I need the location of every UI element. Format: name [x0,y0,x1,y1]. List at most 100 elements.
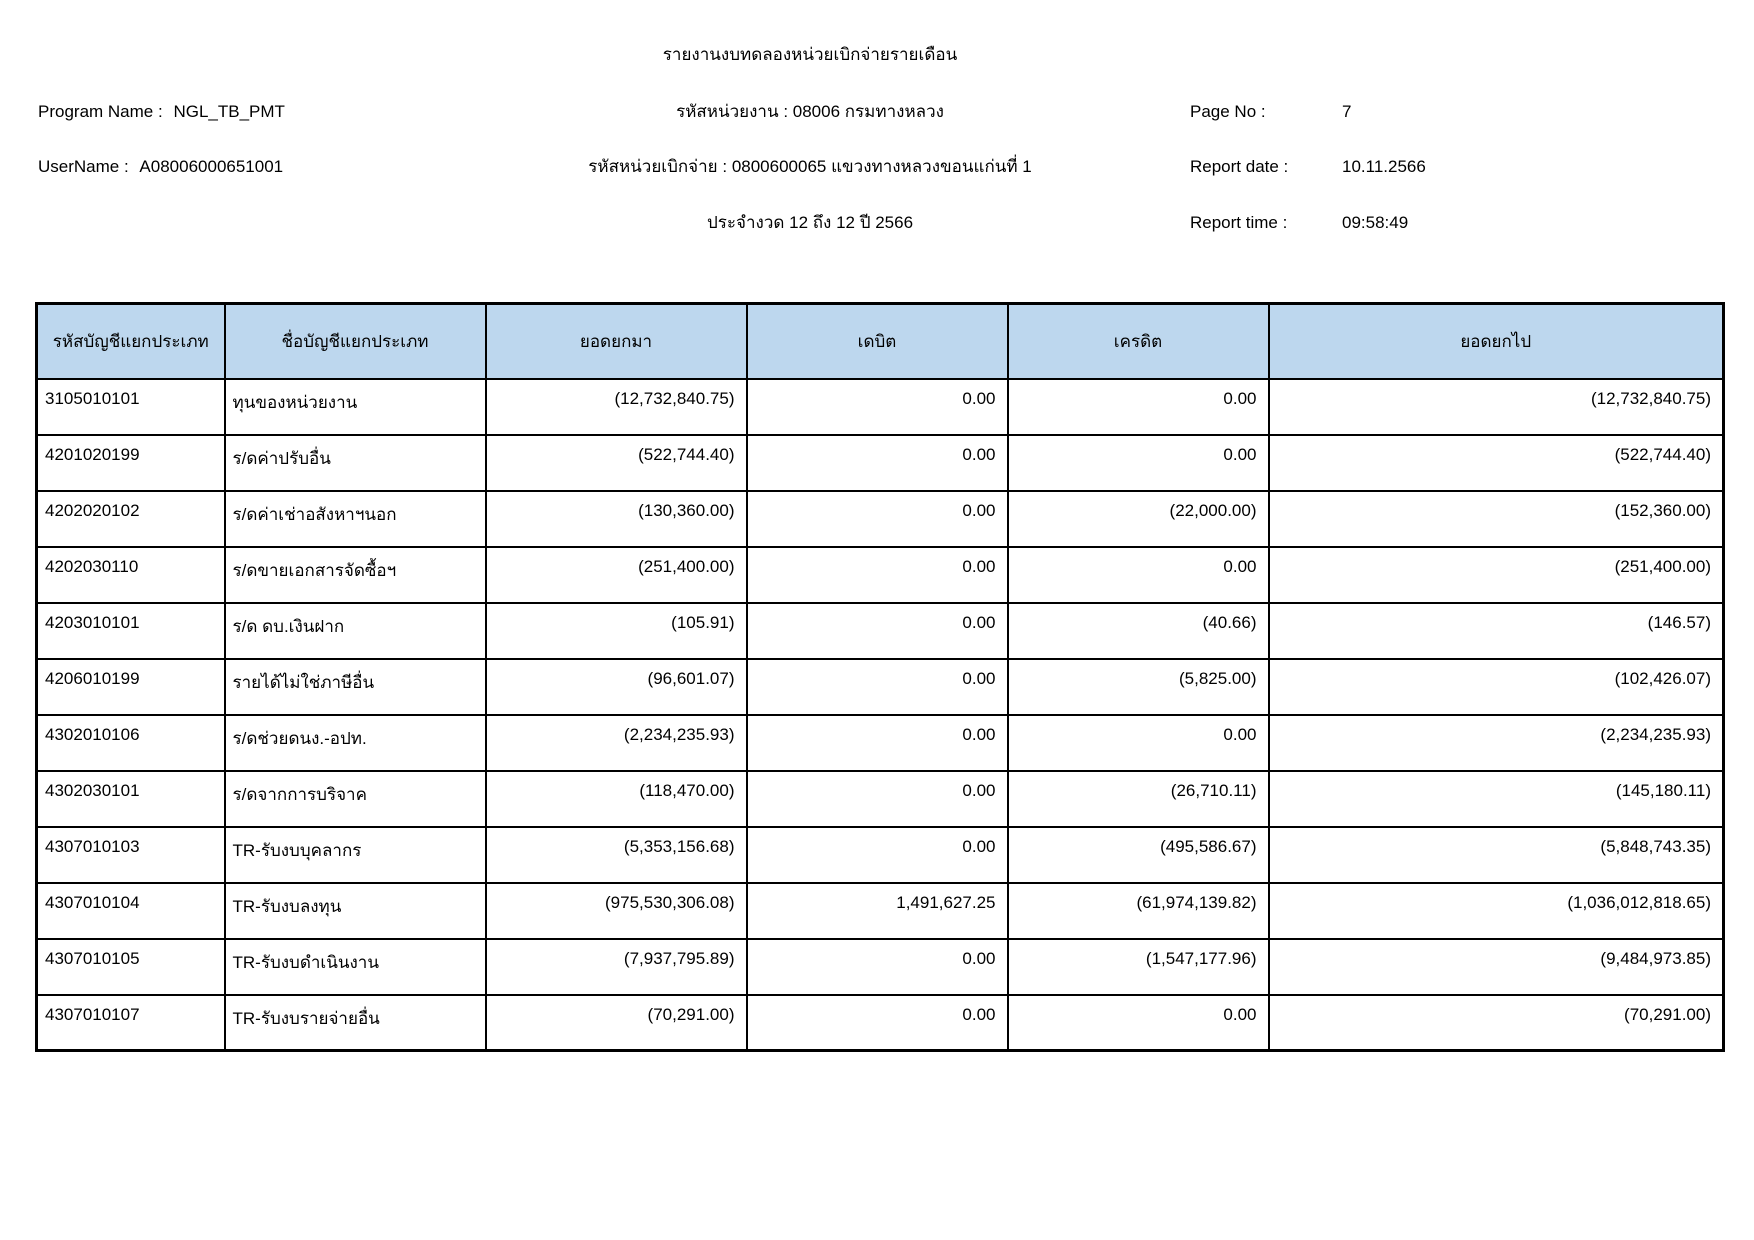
cell-account-name: รายได้ไม่ใช่ภาษีอื่น [223,657,487,716]
table-row: 3105010101 ทุนของหน่วยงาน (12,732,840.75) 0… [35,377,1725,436]
cell-account-name: ทุนของหน่วยงาน [223,377,487,436]
cell-debit: 0.00 [745,825,1009,884]
cell-account-name: TR-รับงบดำเนินงาน [223,937,487,996]
table-row: 4202030110 ร/ดขายเอกสารจัดซื้อฯ (251,400.0… [35,545,1725,604]
report-time-label: Report time : [1190,213,1288,232]
page-no-value: 7 [1342,102,1352,121]
cell-opening-balance: (7,937,795.89) [484,937,748,996]
period-line: ประจำงวด 12 ถึง 12 ปี 2566 [706,213,914,232]
cell-closing-balance: (5,848,743.35) [1267,825,1725,884]
cell-closing-balance: (12,732,840.75) [1267,377,1725,436]
cell-closing-balance: (102,426.07) [1267,657,1725,716]
cell-opening-balance: (70,291.00) [484,993,748,1052]
cell-account-code: 4307010107 [35,993,226,1052]
cell-credit: (22,000.00) [1006,489,1270,548]
table-row: 4203010101 ร/ด ดบ.เงินฝาก (105.91) 0.00 (40.… [35,601,1725,660]
cell-opening-balance: (251,400.00) [484,545,748,604]
cell-credit: (61,974,139.82) [1006,881,1270,940]
cell-opening-balance: (5,353,156.68) [484,825,748,884]
page-title: รายงานงบทดลองหน่วยเบิกจ่ายรายเดือน [662,45,958,64]
program-name-value: NGL_TB_PMT [173,102,285,121]
program-name-label: Program Name : [38,102,163,121]
agency-code-line: รหัสหน่วยงาน : 08006 กรมทางหลวง [676,102,944,121]
cell-account-code: 4202030110 [35,545,226,604]
cell-opening-balance: (12,732,840.75) [484,377,748,436]
cell-account-code: 4307010104 [35,881,226,940]
cell-account-code: 4307010105 [35,937,226,996]
cell-closing-balance: (146.57) [1267,601,1725,660]
cell-account-name: TR-รับงบบุคลากร [223,825,487,884]
cell-account-code: 4307010103 [35,825,226,884]
trial-balance-table: รหัสบัญชีแยกประเภท ชื่อบัญชีแยกประเภท ยอดย… [35,302,1725,1052]
cell-debit: 0.00 [745,937,1009,996]
cell-debit: 0.00 [745,489,1009,548]
table-row: 4302010106 ร/ดช่วยดนง.-อปท. (2,234,235.93)… [35,713,1725,772]
cell-debit: 1,491,627.25 [745,881,1009,940]
cell-account-code: 4302030101 [35,769,226,828]
cell-closing-balance: (145,180.11) [1267,769,1725,828]
cell-account-code: 4203010101 [35,601,226,660]
table-row: 4206010199 รายได้ไม่ใช่ภาษีอื่น (96,601.07… [35,657,1725,716]
report-date-label: Report date : [1190,157,1289,176]
column-header-cell-opening-balance: ยอดยกมา [484,302,748,380]
cell-opening-balance: (118,470.00) [484,769,748,828]
cell-opening-balance: (130,360.00) [484,489,748,548]
cell-credit: (40.66) [1006,601,1270,660]
cell-debit: 0.00 [745,713,1009,772]
table-row: 4307010105 TR-รับงบดำเนินงาน (7,937,795.89… [35,937,1725,996]
username-label: UserName : [38,157,129,176]
username-value: A08006000651001 [139,157,284,176]
cell-credit: 0.00 [1006,433,1270,492]
cell-debit: 0.00 [745,993,1009,1052]
cell-debit: 0.00 [745,769,1009,828]
column-header-cell-account-code: รหัสบัญชีแยกประเภท [35,302,226,380]
cell-debit: 0.00 [745,657,1009,716]
report-time-value: 09:58:49 [1342,213,1409,232]
cell-account-name: TR-รับงบรายจ่ายอื่น [223,993,487,1052]
cell-account-code: 4302010106 [35,713,226,772]
column-header-cell-account-name: ชื่อบัญชีแยกประเภท [223,302,487,380]
cell-credit: 0.00 [1006,377,1270,436]
cell-account-code: 4206010199 [35,657,226,716]
cell-account-name: ร/ด ดบ.เงินฝาก [223,601,487,660]
cell-account-code: 4201020199 [35,433,226,492]
table-row: 4307010104 TR-รับงบลงทุน (975,530,306.08) 1… [35,881,1725,940]
cell-closing-balance: (70,291.00) [1267,993,1725,1052]
disbursement-unit-line: รหัสหน่วยเบิกจ่าย : 0800600065 แขวงทางหล… [588,157,1032,176]
column-header-cell-closing-balance: ยอดยกไป [1267,302,1725,380]
cell-credit: (26,710.11) [1006,769,1270,828]
cell-debit: 0.00 [745,601,1009,660]
column-header-cell-debit: เดบิต [745,302,1009,380]
cell-credit: (1,547,177.96) [1006,937,1270,996]
username-line: UserName : A08006000651001 [38,156,283,177]
cell-account-code: 4202020102 [35,489,226,548]
cell-closing-balance: (152,360.00) [1267,489,1725,548]
column-header-cell-credit: เครดิต [1006,302,1270,380]
cell-credit: (5,825.00) [1006,657,1270,716]
cell-debit: 0.00 [745,545,1009,604]
cell-closing-balance: (1,036,012,818.65) [1267,881,1725,940]
cell-account-code: 3105010101 [35,377,226,436]
cell-account-name: ร/ดค่าเช่าอสังหาฯนอก [223,489,487,548]
table-row: 4307010103 TR-รับงบบุคลากร (5,353,156.68) 0… [35,825,1725,884]
cell-opening-balance: (522,744.40) [484,433,748,492]
cell-account-name: ร/ดจากการบริจาค [223,769,487,828]
table-row: 4307010107 TR-รับงบรายจ่ายอื่น (70,291.00)… [35,993,1725,1052]
table-body: 3105010101 ทุนของหน่วยงาน (12,732,840.75) 0… [35,377,1725,1052]
page-no-label: Page No : [1190,102,1266,121]
cell-credit: 0.00 [1006,545,1270,604]
cell-closing-balance: (522,744.40) [1267,433,1725,492]
report-date-value: 10.11.2566 [1342,157,1426,176]
program-name-line: Program Name : NGL_TB_PMT [38,101,285,122]
cell-opening-balance: (975,530,306.08) [484,881,748,940]
table-row: 4202020102 ร/ดค่าเช่าอสังหาฯนอก (130,360.0… [35,489,1725,548]
cell-account-name: TR-รับงบลงทุน [223,881,487,940]
cell-closing-balance: (2,234,235.93) [1267,713,1725,772]
table-row: 4201020199 ร/ดค่าปรับอื่น (522,744.40) 0.00… [35,433,1725,492]
cell-closing-balance: (251,400.00) [1267,545,1725,604]
cell-account-name: ร/ดขายเอกสารจัดซื้อฯ [223,545,487,604]
cell-account-name: ร/ดช่วยดนง.-อปท. [223,713,487,772]
cell-debit: 0.00 [745,433,1009,492]
cell-debit: 0.00 [745,377,1009,436]
